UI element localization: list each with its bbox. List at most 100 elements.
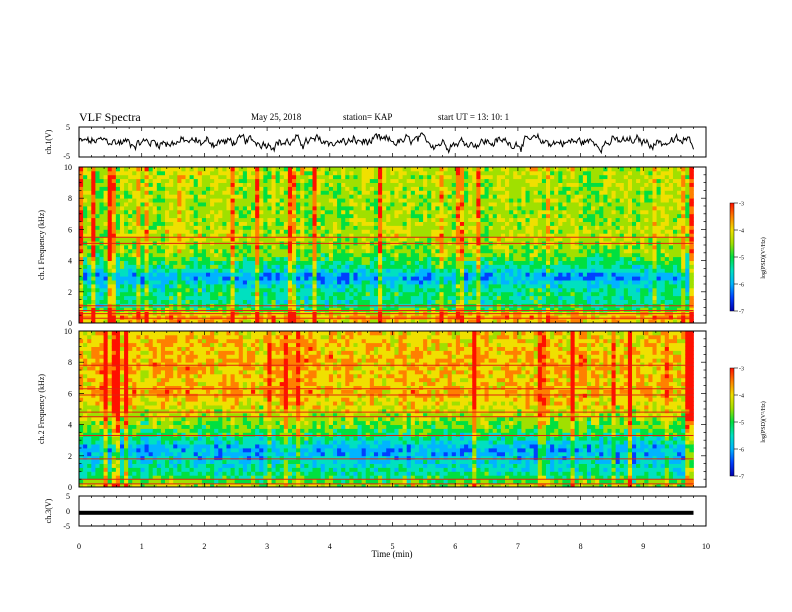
spec1-cell — [292, 256, 297, 261]
spec1-cell — [521, 284, 526, 289]
spec1-cell — [431, 174, 436, 180]
spec1-cell — [165, 237, 170, 242]
spec1-cell — [390, 209, 395, 215]
spec1-cell — [373, 284, 379, 289]
spec1-cell — [328, 170, 334, 176]
spec1-cell — [308, 256, 313, 261]
spec1-cell — [378, 198, 383, 203]
spec1-cell — [324, 194, 330, 199]
spec1-cell — [361, 276, 367, 281]
spec1-cell — [472, 295, 477, 300]
spec1-cell — [574, 213, 580, 219]
spec1-cell — [484, 182, 490, 187]
spec1-cell — [136, 237, 141, 242]
spec1-cell — [140, 225, 145, 230]
spec1-cell — [382, 260, 387, 265]
spec1-cell — [246, 256, 252, 261]
spec1-cell — [169, 198, 174, 203]
spec1-cell — [328, 264, 334, 269]
spec1-cell — [128, 319, 133, 324]
spec1-cell — [496, 182, 502, 187]
spec1-cell — [378, 272, 383, 277]
spec1-cell — [447, 295, 453, 300]
spec1-cell — [132, 284, 137, 289]
spec1-cell — [255, 237, 260, 242]
spec1-cell — [181, 268, 186, 273]
spec1-cell — [570, 182, 576, 187]
spec1-cell — [451, 287, 457, 293]
spec1-cell — [111, 299, 117, 304]
spec1-cell — [242, 221, 248, 226]
spec1-cell — [320, 237, 326, 242]
spec1-cell — [566, 299, 571, 304]
spec1-cell — [312, 256, 317, 261]
spec1-cell — [558, 264, 563, 269]
spec1-cell — [201, 307, 207, 312]
spec1-cell — [177, 206, 182, 211]
spec1-cell — [218, 178, 223, 183]
spec1-cell — [107, 178, 113, 183]
spec1-cell — [476, 276, 481, 281]
spec1-cell — [378, 260, 383, 265]
spec1-cell — [91, 256, 96, 261]
spec1-cell — [361, 186, 367, 191]
spec1-cell — [500, 198, 506, 203]
spec1-cell — [545, 252, 551, 258]
spec1-cell — [99, 252, 104, 258]
spec1-cell — [398, 307, 404, 312]
spec1-cell — [410, 287, 416, 293]
spec1-cell — [189, 194, 195, 199]
spec1-cell — [443, 198, 449, 203]
spec1-cell — [283, 248, 289, 254]
spec1-cell — [574, 268, 580, 273]
spec1-cell — [197, 170, 203, 176]
spec1-cell — [521, 248, 526, 254]
spec1-cell — [181, 217, 186, 222]
spec1-cell — [173, 198, 178, 203]
spec1-cell — [558, 174, 563, 180]
spec1-cell — [337, 260, 342, 265]
spec1-cell — [103, 315, 109, 320]
spec1-cell — [275, 284, 281, 289]
spec1-cell — [349, 182, 354, 187]
spec1-cell — [296, 268, 301, 273]
spec1-cell — [103, 229, 109, 234]
spec1-cell — [566, 256, 571, 261]
spec1-cell — [394, 307, 399, 312]
spec1-cell — [259, 280, 264, 285]
spec1-cell — [136, 202, 141, 207]
spec1-cell — [132, 264, 137, 269]
spec1-cell — [390, 260, 395, 265]
spec1-cell — [107, 315, 113, 320]
spec1-cell — [193, 209, 199, 215]
spec1-cell — [181, 307, 186, 312]
spec1-cell — [255, 217, 260, 222]
spec1-cell — [79, 217, 84, 222]
spec1-cell — [201, 186, 207, 191]
spec1-cell — [95, 186, 100, 191]
spec1-cell — [292, 245, 297, 250]
spec1-cell — [390, 202, 395, 207]
spec1-cell — [324, 291, 330, 297]
spec1-cell — [124, 217, 129, 222]
spec1-cell — [132, 198, 137, 203]
spec1-cell — [226, 182, 231, 187]
spec1-cell — [361, 245, 367, 250]
spec1-cell — [341, 276, 346, 281]
spec1-cell — [439, 252, 444, 258]
spec1-cell — [177, 264, 182, 269]
spec1-cell — [521, 287, 526, 293]
spec1-cell — [492, 264, 498, 269]
spec1-cell — [431, 295, 436, 300]
spec1-cell — [234, 170, 240, 176]
spec1-cell — [378, 190, 383, 195]
spec1-cell — [562, 276, 567, 281]
spec1-cell — [451, 213, 457, 219]
spec1-cell — [296, 170, 301, 176]
spec1-cell — [402, 213, 408, 219]
spec1-cell — [521, 268, 526, 273]
spec1-cell — [287, 299, 293, 304]
spec1-cell — [222, 170, 227, 176]
spec1-cell — [324, 307, 330, 312]
spec1-cell — [193, 307, 199, 312]
